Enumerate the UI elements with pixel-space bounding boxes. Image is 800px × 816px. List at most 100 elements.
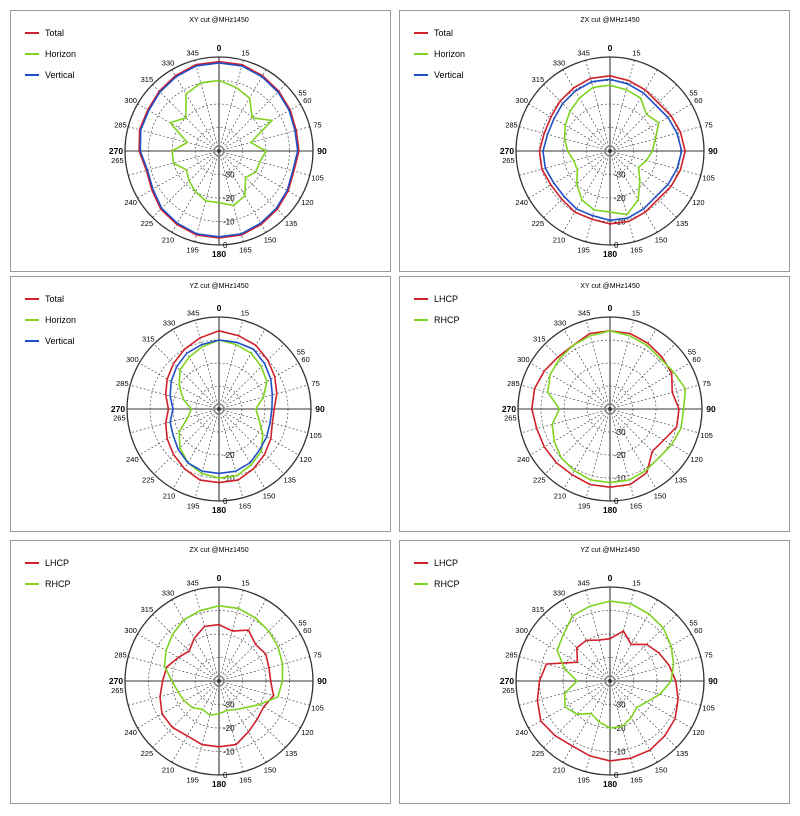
radial-tick-label: -20 [614,194,626,203]
radial-tick-label: 0 [223,771,228,780]
angle-tick-label: 55 [298,88,306,97]
chart-title: ZX cut @MHz1450 [189,547,248,554]
angle-tick-label: 75 [704,651,712,660]
angle-tick-label: 240 [124,728,137,737]
angle-tick-label: 135 [285,749,298,758]
angle-tick-label: 300 [517,355,530,364]
radial-tick-label: -20 [614,724,626,733]
angle-tick-label: 210 [162,235,175,244]
angle-tick-label: 330 [553,59,566,68]
angle-tick-label: 240 [515,728,528,737]
angle-tick-label: 75 [313,651,321,660]
angle-tick-label: 0 [217,573,222,583]
angle-tick-label: 165 [630,502,643,511]
angle-tick-label: 225 [533,476,546,485]
series-line-vertical [139,62,299,238]
angle-tick-label: 90 [317,676,327,686]
angle-tick-label: 60 [303,96,311,105]
angle-tick-label: 315 [142,334,155,343]
angle-tick-label: 225 [532,749,545,758]
angle-tick-label: 345 [187,308,200,317]
angle-tick-label: 135 [283,476,296,485]
angle-tick-label: 165 [239,246,252,255]
radial-tick-label: -10 [223,474,235,483]
radial-tick-label: -20 [223,724,235,733]
radial-tick-label: 0 [614,497,619,506]
radial-tick-label: -10 [614,748,626,757]
legend-label: LHCP [45,558,69,568]
legend-label: Total [434,28,453,38]
series-line-horizon [563,84,660,216]
radial-tick-label: -10 [223,218,235,227]
angle-tick-label: 105 [311,703,324,712]
angle-tick-label: 165 [630,246,643,255]
angle-tick-label: 195 [187,502,200,511]
radial-tick-label: -20 [614,451,626,460]
angle-tick-label: 345 [578,308,591,317]
angle-tick-label: 15 [241,308,249,317]
angle-tick-label: 165 [239,502,252,511]
angle-tick-label: 300 [126,355,139,364]
angle-tick-label: 15 [241,578,249,587]
radial-tick-label: -20 [223,194,235,203]
radial-tick-label: -30 [614,428,626,437]
series-line-lhcp [530,330,680,489]
angle-tick-label: 120 [299,455,312,464]
angle-tick-label: 240 [124,198,137,207]
angle-tick-label: 315 [532,605,545,614]
angle-tick-label: 225 [532,219,545,228]
angle-tick-label: 300 [124,96,137,105]
legend-label: Vertical [45,336,75,346]
angle-tick-label: 150 [655,235,668,244]
angle-tick-label: 270 [500,676,514,686]
angle-tick-label: 270 [502,404,516,414]
angle-tick-label: 15 [632,48,640,57]
angle-tick-label: 265 [502,156,515,165]
angle-tick-label: 75 [311,379,319,388]
angle-tick-label: 330 [163,318,176,327]
radial-tick-label: 0 [223,241,228,250]
radial-tick-label: 0 [223,497,228,506]
angle-tick-label: 240 [126,455,139,464]
angle-tick-label: 345 [577,48,590,57]
angle-tick-label: 135 [674,476,687,485]
angle-tick-label: 300 [515,626,528,635]
angle-tick-label: 210 [554,492,567,501]
legend-label: RHCP [45,579,71,589]
angle-tick-label: 0 [217,43,222,53]
legend-label: LHCP [434,558,458,568]
legend-label: Vertical [434,70,464,80]
angle-tick-label: 15 [632,308,640,317]
angle-tick-label: 315 [532,75,545,84]
series-line-lhcp [536,630,679,762]
angle-tick-label: 165 [630,776,643,785]
series-line-horizon [168,79,274,207]
angle-tick-label: 60 [692,355,700,364]
radial-tick-label: 0 [614,241,619,250]
angle-tick-label: 150 [654,492,667,501]
angle-tick-label: 150 [264,765,277,774]
angle-tick-label: 345 [186,48,199,57]
chart-title: XY cut @MHz1450 [189,17,249,24]
angle-tick-label: 0 [608,303,613,313]
radial-tick-label: -10 [614,474,626,483]
chart-panel-5: ZX cut @MHz1450 0 15 55 60 75 90 105 120 135 150 16… [10,540,391,804]
angle-tick-label: 135 [676,749,689,758]
angle-tick-label: 195 [186,246,199,255]
radial-tick-label: -30 [223,171,235,180]
chart-panel-2: ZX cut @MHz1450 0 15 55 60 75 90 105 120 135 150 16… [399,10,790,272]
polar-grid [517,316,703,502]
angle-tick-label: 180 [212,779,226,789]
series-line-total [538,75,687,225]
radial-tick-label: -30 [223,701,235,710]
angle-tick-label: 0 [608,43,613,53]
angle-tick-label: 265 [111,156,124,165]
angle-tick-label: 90 [708,676,718,686]
angle-tick-label: 315 [141,75,154,84]
angle-tick-label: 300 [515,96,528,105]
angle-tick-label: 120 [301,728,314,737]
chart-panel-3: YZ cut @MHz1450 0 15 55 60 75 90 105 120 135 150 16… [10,276,391,532]
angle-tick-label: 120 [301,198,314,207]
angle-tick-label: 150 [655,765,668,774]
